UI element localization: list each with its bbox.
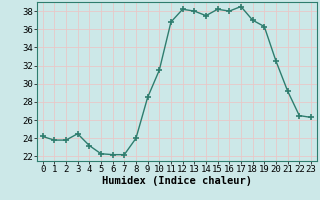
X-axis label: Humidex (Indice chaleur): Humidex (Indice chaleur) xyxy=(102,176,252,186)
